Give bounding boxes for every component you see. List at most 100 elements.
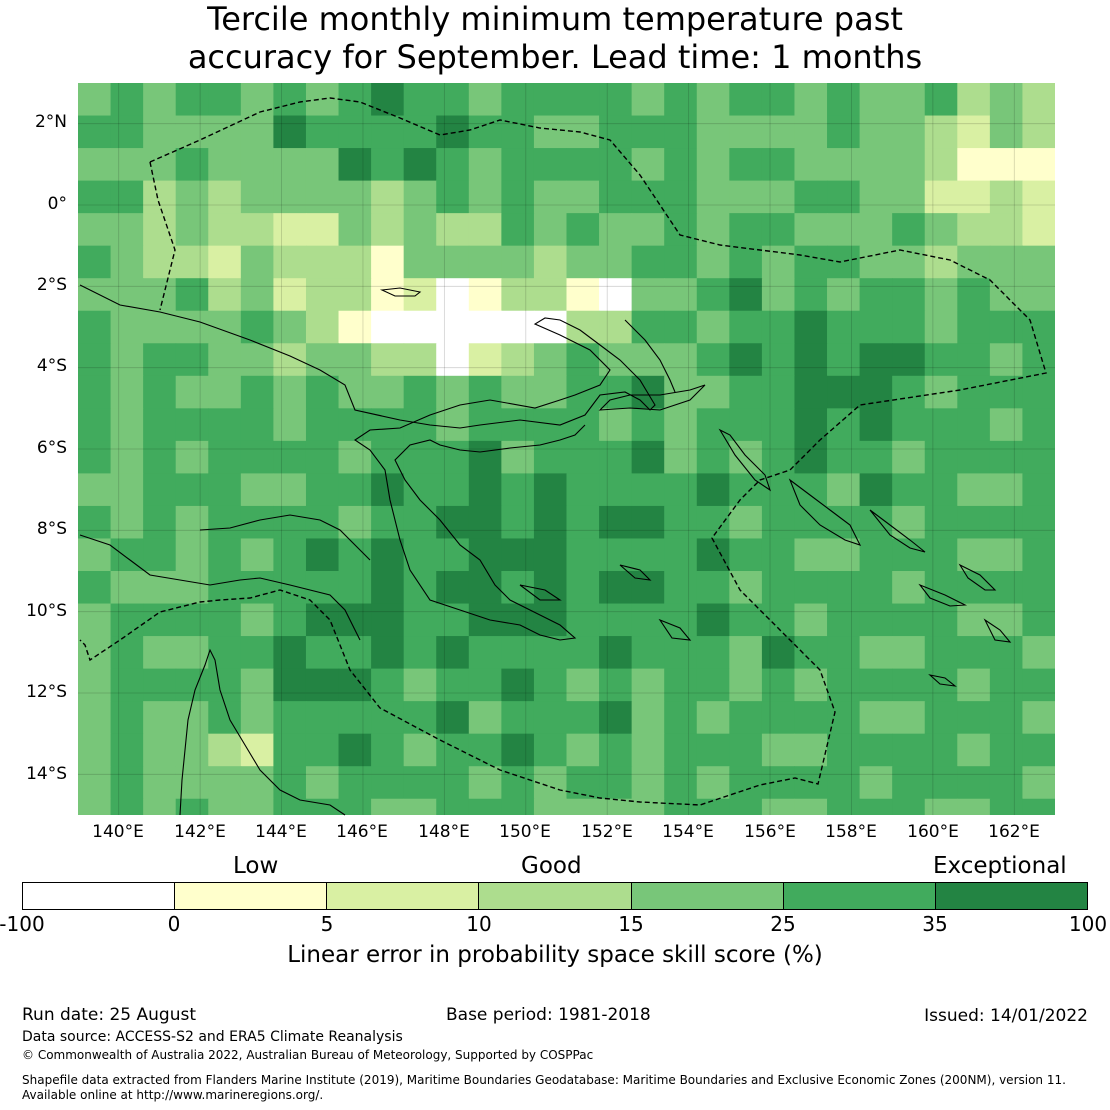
- skill-grid-cell: [468, 636, 502, 670]
- skill-grid-cell: [468, 571, 502, 605]
- skill-grid-cell: [371, 571, 405, 605]
- skill-grid-cell: [989, 701, 1023, 735]
- skill-grid-cell: [892, 115, 926, 149]
- skill-grid-cell: [175, 505, 209, 539]
- data-source: Data source: ACCESS-S2 and ERA5 Climate …: [22, 1029, 403, 1045]
- skill-grid-cell: [305, 310, 340, 344]
- skill-grid-cell: [794, 375, 828, 409]
- skill-grid-cell: [338, 440, 372, 474]
- skill-grid-cell: [696, 213, 730, 247]
- skill-grid-cell: [827, 148, 861, 182]
- skill-grid-cell: [761, 636, 795, 670]
- skill-grid-cell: [794, 798, 828, 815]
- skill-grid-cell: [631, 505, 665, 539]
- skill-grid-cell: [859, 668, 893, 702]
- skill-grid-cell: [468, 375, 502, 409]
- skill-grid-cell: [175, 343, 209, 377]
- skill-grid-cell: [664, 375, 698, 409]
- shapefile-credit-1: Shapefile data extracted from Flanders M…: [22, 1073, 1066, 1087]
- skill-grid-cell: [599, 375, 633, 409]
- skill-grid-cell: [78, 505, 112, 539]
- skill-grid-cell: [175, 278, 209, 312]
- skill-grid-cell: [631, 180, 665, 214]
- skill-grid-cell: [924, 213, 958, 247]
- skill-grid-cell: [729, 473, 763, 507]
- skill-grid-cell: [403, 148, 437, 182]
- skill-grid-cell: [208, 766, 242, 800]
- skill-grid-cell: [761, 538, 795, 572]
- skill-grid-cell: [566, 571, 600, 605]
- skill-grid-cell: [175, 310, 209, 344]
- skill-grid-cell: [664, 408, 698, 442]
- skill-grid-cell: [827, 636, 861, 670]
- skill-grid-cell: [273, 83, 307, 117]
- skill-grid-cell: [859, 408, 893, 442]
- skill-grid-cell: [403, 505, 437, 539]
- skill-grid-cell: [566, 148, 600, 182]
- skill-grid-cell: [436, 148, 470, 182]
- skill-grid-cell: [631, 278, 665, 312]
- skill-grid-cell: [501, 408, 535, 442]
- skill-grid-cell: [143, 148, 177, 182]
- skill-grid-cell: [729, 245, 763, 279]
- skill-grid-cell: [761, 310, 795, 344]
- colorbar: [22, 882, 1088, 910]
- skill-grid-cell: [892, 245, 926, 279]
- skill-grid-cell: [696, 733, 730, 767]
- skill-grid-cell: [729, 798, 763, 815]
- skill-grid-cell: [924, 440, 958, 474]
- skill-grid-cell: [110, 636, 144, 670]
- skill-grid-cell: [501, 343, 535, 377]
- coastline-woodlark: [658, 618, 692, 641]
- skill-grid-cell: [566, 636, 600, 670]
- skill-grid-cell: [761, 603, 795, 637]
- issued-date: Issued: 14/01/2022: [924, 1006, 1088, 1026]
- skill-grid-cell: [533, 180, 567, 214]
- skill-grid-cell: [110, 440, 144, 474]
- skill-grid-cell: [859, 180, 893, 214]
- skill-grid-cell: [599, 766, 633, 800]
- skill-grid-cell: [761, 83, 795, 117]
- skill-grid-cell: [403, 733, 437, 767]
- skill-grid-cell: [305, 636, 340, 670]
- skill-grid-cell: [599, 571, 633, 605]
- skill-grid-cell: [273, 310, 307, 344]
- skill-grid-cell: [501, 571, 535, 605]
- coastline-south-png: [79, 534, 361, 641]
- skill-grid-cell: [924, 701, 958, 735]
- lat-label-14s: 14°S: [26, 764, 67, 784]
- skill-grid-cell: [533, 733, 567, 767]
- skill-grid-cell: [794, 408, 828, 442]
- skill-grid-cell: [436, 733, 470, 767]
- skill-grid-cell: [175, 538, 209, 572]
- lon-label-148e: 148°E: [418, 822, 470, 842]
- lat-label-4s: 4°S: [36, 356, 67, 376]
- skill-grid-cell: [566, 213, 600, 247]
- skill-grid-cell: [533, 408, 567, 442]
- skill-grid-cell: [1022, 538, 1055, 572]
- skill-grid-cell: [110, 115, 144, 149]
- skill-grid-cell: [696, 766, 730, 800]
- skill-grid-cell: [664, 115, 698, 149]
- lon-label-158e: 158°E: [825, 822, 877, 842]
- skill-grid-cell: [338, 668, 372, 702]
- skill-grid-cell: [143, 636, 177, 670]
- skill-grid-cell: [305, 375, 340, 409]
- skill-grid-cell: [436, 310, 470, 344]
- skill-grid-cell: [436, 668, 470, 702]
- skill-grid-cell: [273, 701, 307, 735]
- skill-grid-cell: [468, 798, 502, 815]
- skill-grid-cell: [566, 603, 600, 637]
- skill-grid-cell: [143, 701, 177, 735]
- skill-grid-cell: [892, 603, 926, 637]
- skill-grid-cell: [631, 798, 665, 815]
- skill-grid-cell: [1022, 798, 1055, 815]
- skill-grid-cell: [729, 603, 763, 637]
- skill-grid-cell: [78, 408, 112, 442]
- skill-grid-cell: [208, 440, 242, 474]
- skill-grid-cell: [78, 440, 112, 474]
- skill-grid-cell: [696, 375, 730, 409]
- skill-grid-cell: [664, 636, 698, 670]
- skill-grid-cell: [892, 668, 926, 702]
- skill-grid-cell: [143, 115, 177, 149]
